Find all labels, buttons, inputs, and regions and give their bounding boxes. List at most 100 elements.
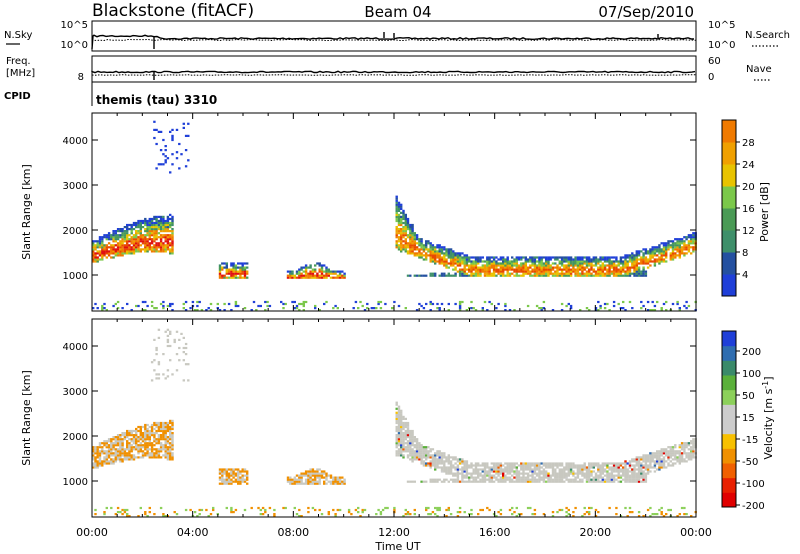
heatmap-cell [524, 472, 527, 475]
heatmap-cell [404, 248, 407, 251]
heatmap-cell [116, 250, 120, 253]
heatmap-cell [295, 478, 299, 481]
heatmap-cell [463, 262, 466, 265]
heatmap-cell [418, 458, 421, 461]
heatmap-cell [286, 480, 290, 483]
heatmap-cell [234, 268, 238, 271]
heatmap-cell [121, 238, 124, 241]
heatmap-cell [415, 444, 419, 447]
heatmap-cell [440, 456, 444, 459]
heatmap-cell [678, 248, 681, 251]
heatmap-cell [171, 444, 174, 447]
heatmap-cell [440, 458, 444, 461]
heatmap-cell [649, 506, 652, 510]
heatmap-cell [332, 276, 335, 279]
heatmap-cell [318, 472, 321, 475]
heatmap-cell [492, 462, 496, 465]
heatmap-cell [237, 478, 240, 481]
heatmap-cell [302, 274, 305, 277]
heatmap-cell [157, 440, 161, 443]
heatmap-cell [499, 264, 503, 267]
heatmap-cell [449, 258, 453, 261]
heatmap-cell [126, 458, 129, 461]
heatmap-cell [452, 264, 455, 267]
heatmap-cell [665, 244, 668, 247]
heatmap-cell [413, 246, 416, 249]
heatmap-cell [300, 472, 303, 475]
heatmap-cell [227, 472, 231, 475]
heatmap-cell [141, 454, 145, 457]
heatmap-cell [624, 470, 627, 473]
heatmap-cell [624, 272, 627, 275]
heatmap-cell [314, 480, 317, 483]
heatmap-cell [590, 480, 593, 483]
heatmap-cell [341, 482, 344, 485]
heatmap-cell [490, 462, 493, 465]
heatmap-cell [488, 262, 491, 265]
heatmap-cell [241, 470, 244, 473]
heatmap-cell [610, 462, 614, 465]
heatmap-cell [110, 234, 113, 237]
heatmap-cell [549, 466, 552, 469]
heatmap-cell [545, 274, 548, 277]
heatmap-cell [599, 272, 602, 275]
heatmap-cell [107, 246, 111, 249]
heatmap-cell [465, 474, 469, 477]
heatmap-cell [400, 409, 403, 412]
heatmap-cell [169, 230, 172, 233]
heatmap-cell [524, 264, 527, 267]
heatmap-cell [567, 266, 570, 269]
heatmap-cell [92, 464, 95, 467]
heatmap-cell [687, 442, 691, 445]
heatmap-cell [535, 304, 539, 308]
heatmap-cell [458, 252, 462, 255]
heatmap-cell [178, 142, 181, 146]
heatmap-cell [574, 472, 577, 475]
heatmap-cell [495, 260, 498, 263]
heatmap-cell [674, 252, 677, 255]
heatmap-cell [225, 470, 228, 473]
heatmap-cell [692, 248, 695, 251]
heatmap-cell [334, 304, 337, 308]
heatmap-cell [420, 480, 423, 483]
heatmap-cell [252, 300, 256, 304]
heatmap-cell [526, 464, 530, 467]
heatmap-cell [148, 228, 151, 231]
heatmap-cell [166, 375, 170, 378]
heatmap-cell [594, 515, 598, 518]
heatmap-cell [599, 464, 602, 467]
heatmap-cell [522, 474, 525, 477]
heatmap-cell [549, 256, 552, 259]
heatmap-cell [569, 260, 573, 263]
heatmap-cell [606, 268, 609, 271]
heatmap-cell [556, 256, 559, 259]
heatmap-cell [669, 456, 672, 459]
heatmap-cell [119, 248, 122, 251]
heatmap-cell [166, 304, 170, 308]
heatmap-cell [486, 256, 489, 259]
heatmap-cell [400, 438, 403, 441]
heatmap-cell [350, 513, 353, 516]
heatmap-cell [159, 250, 163, 253]
heatmap-cell [458, 264, 462, 267]
heatmap-cell [218, 468, 222, 471]
heatmap-cell [490, 274, 493, 277]
heatmap-cell [678, 450, 681, 453]
heatmap-cell [504, 268, 507, 271]
x-tick-label: 16:00 [479, 526, 511, 539]
heatmap-cell [434, 258, 437, 261]
heatmap-cell [642, 256, 645, 259]
heatmap-cell [126, 228, 129, 231]
heatmap-cell [588, 260, 591, 263]
heatmap-cell [107, 462, 111, 465]
heatmap-cell [585, 256, 589, 259]
heatmap-cell [531, 262, 534, 265]
heatmap-cell [445, 478, 448, 481]
heatmap-cell [504, 468, 507, 471]
heatmap-cell [107, 440, 111, 443]
heatmap-cell [123, 434, 127, 437]
heatmap-cell [560, 480, 564, 483]
heatmap-cell [227, 478, 231, 481]
heatmap-cell [126, 252, 129, 255]
heatmap-cell [656, 246, 659, 249]
